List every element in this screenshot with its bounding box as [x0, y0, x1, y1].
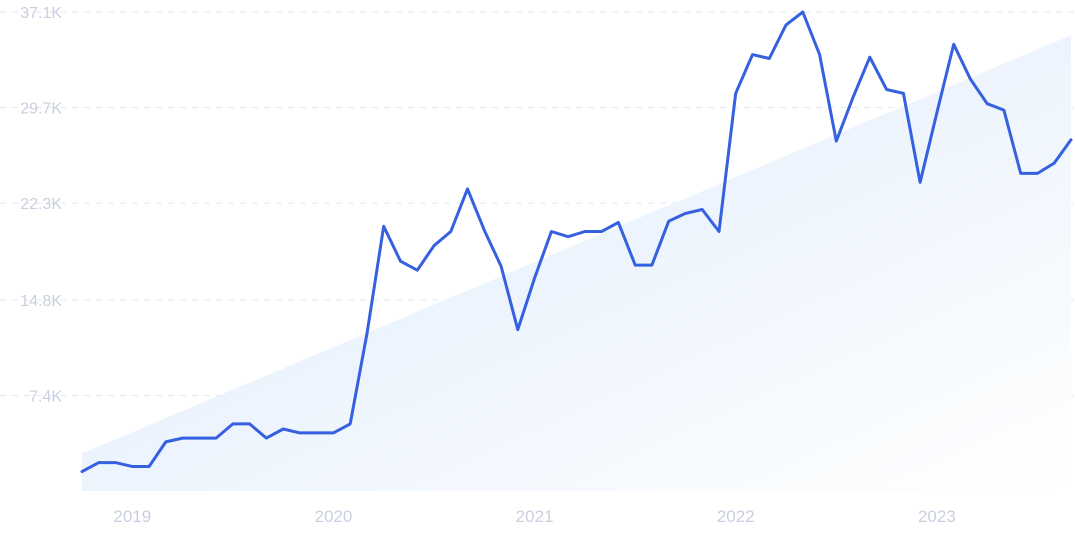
data-point	[499, 264, 503, 268]
data-point	[784, 23, 788, 27]
data-point	[583, 229, 587, 233]
data-point	[533, 276, 537, 280]
data-point	[248, 422, 252, 426]
trend-area	[82, 35, 1071, 491]
data-point	[114, 461, 118, 465]
data-point	[818, 53, 822, 57]
x-axis: 2019 2020 2021 2022 2023	[113, 507, 955, 526]
data-point	[1019, 171, 1023, 175]
data-point	[633, 263, 637, 267]
data-point	[650, 263, 654, 267]
y-tick-label: 14.8K	[20, 293, 62, 310]
data-point	[700, 208, 704, 212]
series-line	[80, 10, 1073, 474]
data-point	[1052, 161, 1056, 165]
data-point	[616, 220, 620, 224]
data-point	[516, 328, 520, 332]
y-axis: 7.4K 14.8K 22.3K 29.7K 37.1K	[20, 5, 62, 405]
data-point	[868, 55, 872, 59]
y-tick-label: 37.1K	[20, 5, 62, 22]
data-point	[97, 461, 101, 465]
data-point	[315, 431, 319, 435]
data-point	[801, 10, 805, 14]
y-tick-label: 22.3K	[20, 196, 62, 213]
x-tick-label: 2023	[918, 507, 956, 526]
data-point	[331, 431, 335, 435]
data-point	[851, 95, 855, 99]
data-point	[181, 436, 185, 440]
data-point	[281, 427, 285, 431]
data-point	[683, 211, 687, 215]
y-tick-label: 29.7K	[20, 101, 62, 118]
data-point	[901, 91, 905, 95]
data-point	[432, 244, 436, 248]
x-tick-label: 2021	[516, 507, 554, 526]
data-point	[1002, 108, 1006, 112]
data-point	[231, 422, 235, 426]
data-point	[415, 268, 419, 272]
data-point	[834, 139, 838, 143]
data-point	[751, 53, 755, 57]
data-point	[365, 331, 369, 335]
x-tick-label: 2022	[717, 507, 755, 526]
data-point	[348, 422, 352, 426]
data-point	[549, 229, 553, 233]
data-point	[214, 436, 218, 440]
data-point	[767, 56, 771, 60]
data-point	[449, 229, 453, 233]
data-point	[197, 436, 201, 440]
data-point	[164, 440, 168, 444]
data-point	[985, 102, 989, 106]
data-point	[734, 91, 738, 95]
data-point	[147, 464, 151, 468]
data-point	[600, 229, 604, 233]
data-point	[398, 259, 402, 263]
data-point	[482, 228, 486, 232]
data-point	[80, 470, 84, 474]
x-tick-label: 2020	[315, 507, 353, 526]
data-point	[935, 111, 939, 115]
data-point	[466, 187, 470, 191]
data-point	[298, 431, 302, 435]
data-point	[968, 77, 972, 81]
data-point	[382, 224, 386, 228]
data-point	[264, 436, 268, 440]
data-point	[566, 235, 570, 239]
data-point	[667, 219, 671, 223]
data-point	[918, 180, 922, 184]
data-point	[717, 229, 721, 233]
data-point	[1035, 171, 1039, 175]
data-point	[130, 464, 134, 468]
data-point	[885, 87, 889, 91]
x-tick-label: 2019	[113, 507, 151, 526]
data-point	[1069, 138, 1073, 142]
y-tick-label: 7.4K	[29, 388, 62, 405]
data-point	[952, 42, 956, 46]
